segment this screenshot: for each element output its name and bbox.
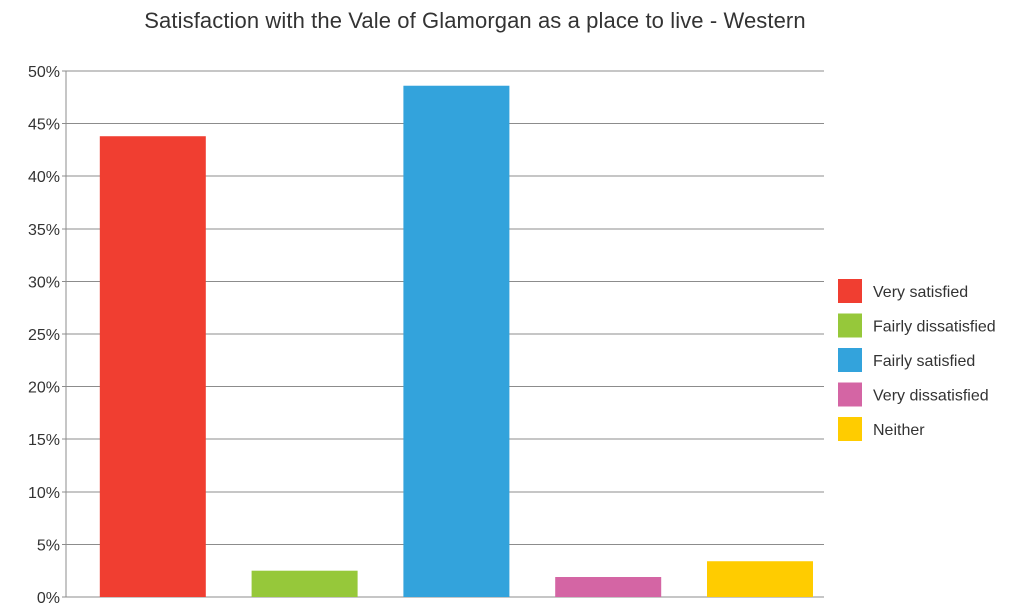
bar-layer [99, 85, 813, 597]
y-tick-label: 45% [28, 117, 60, 134]
legend-label: Very dissatisfied [873, 388, 989, 405]
bar-very-satisfied [99, 136, 206, 597]
legend-swatch [838, 279, 862, 303]
y-tick-label: 40% [28, 169, 60, 186]
legend-label: Very satisfied [873, 284, 968, 301]
legend-swatch [838, 382, 862, 407]
legend-label: Fairly satisfied [873, 353, 975, 370]
y-tick-label: 20% [28, 380, 60, 397]
legend-label: Fairly dissatisfied [873, 319, 996, 336]
y-tick-label: 0% [37, 590, 60, 603]
y-tick-label: 5% [37, 537, 60, 554]
bar-fairly-dissatisfied [251, 570, 358, 597]
y-tick-label: 30% [28, 274, 60, 291]
bar-neither [707, 561, 813, 597]
chart-title: Satisfaction with the Vale of Glamorgan … [144, 8, 806, 33]
axis-layer: 0% 5% 10% 15% 20% 25% 30% 35% 40% 45% 50% [28, 64, 67, 603]
legend-swatch [838, 348, 862, 372]
y-tick-label: 15% [28, 432, 60, 449]
legend-label: Neither [873, 422, 925, 439]
y-tick-label: 25% [28, 327, 60, 344]
bar-very-dissatisfied [555, 577, 662, 597]
legend: Very satisfied Fairly dissatisfied Fairly … [838, 279, 996, 441]
bar-fairly-satisfied [403, 85, 510, 597]
y-tick-label: 35% [28, 222, 60, 239]
legend-swatch [838, 313, 862, 338]
legend-swatch [838, 417, 862, 441]
y-tick-label: 50% [28, 64, 60, 81]
y-tick-label: 10% [28, 485, 60, 502]
